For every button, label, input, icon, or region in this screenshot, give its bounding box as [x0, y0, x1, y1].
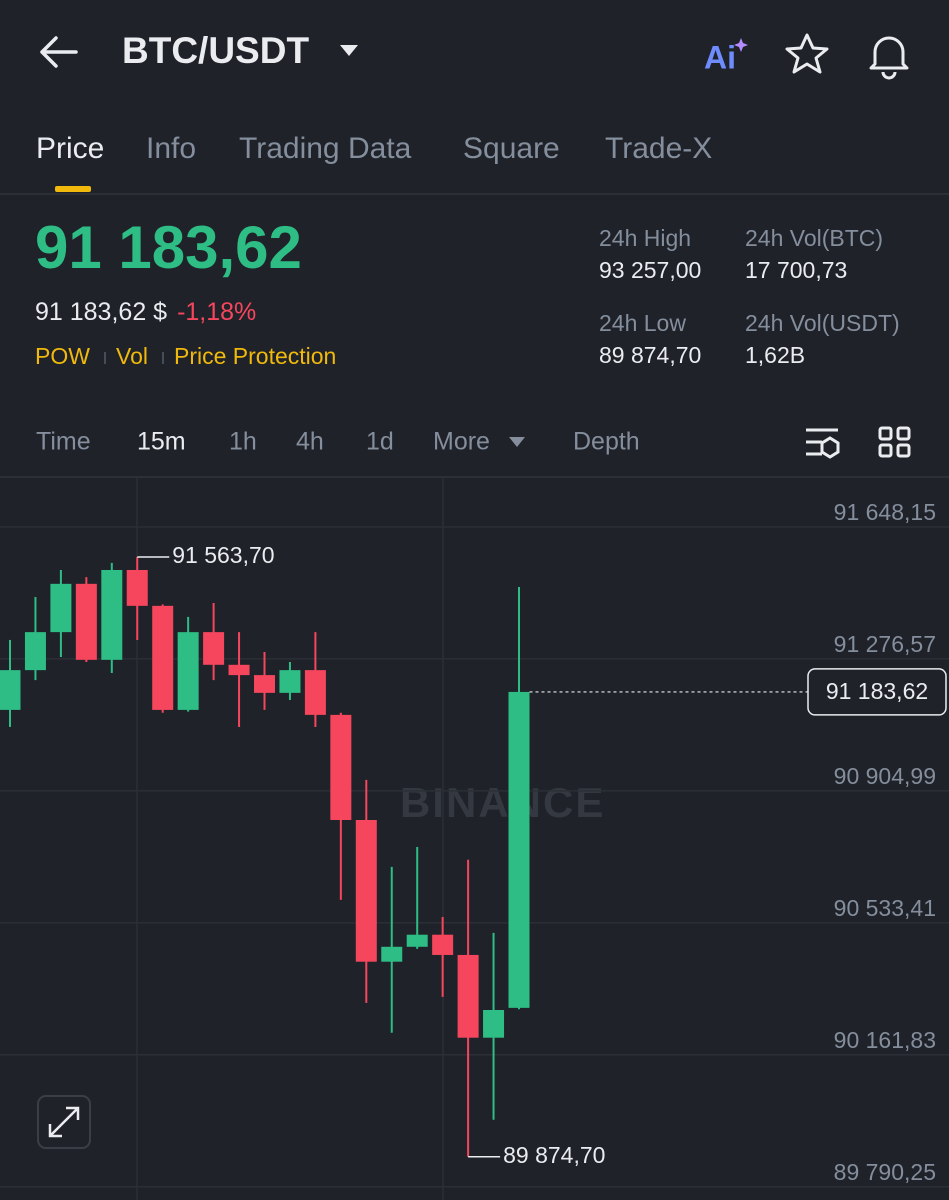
candle-body	[152, 605, 174, 710]
last-price: 91 183,62	[35, 214, 302, 281]
stat-value: 89 874,70	[599, 342, 701, 368]
fiat-price: 91 183,62 $ -1,18%	[35, 298, 256, 326]
pair-dropdown[interactable]	[340, 45, 358, 56]
tag-separator	[104, 352, 106, 364]
settings-hex	[820, 436, 840, 459]
candle-body	[508, 691, 530, 1008]
watermark: BINANCE	[400, 779, 605, 826]
fullscreen-icon	[48, 1106, 80, 1138]
tab[interactable]: Trading Data	[239, 132, 412, 165]
candle-body	[0, 670, 21, 710]
y-tick-label: 90 533,41	[834, 895, 936, 921]
back-arrow	[40, 36, 78, 68]
change: -1,18%	[177, 298, 256, 326]
ai-button[interactable]: Ai	[704, 39, 736, 75]
interval[interactable]: 1h	[229, 428, 257, 456]
active-tab-indicator	[55, 186, 91, 192]
stat-label: 24h Low	[599, 310, 686, 336]
grid-cell	[896, 426, 911, 441]
pair-title[interactable]: BTC/USDT	[122, 30, 309, 71]
candle-body	[432, 934, 454, 955]
stat-label: 24h Vol(BTC)	[745, 225, 883, 251]
interval[interactable]: 15m	[137, 428, 186, 456]
candle-body	[75, 583, 97, 660]
fullscreen-button[interactable]	[37, 1095, 91, 1149]
tab[interactable]: Trade-X	[605, 132, 712, 165]
more-dropdown[interactable]	[509, 437, 525, 447]
grid-cell	[878, 443, 893, 458]
back-button[interactable]	[40, 36, 78, 68]
tag[interactable]: POW	[35, 343, 90, 369]
candle-body	[483, 1010, 505, 1038]
stat-value: 1,62B	[745, 342, 805, 368]
interval[interactable]: More	[433, 428, 490, 456]
interval[interactable]: Time	[36, 428, 91, 456]
tab[interactable]: Info	[146, 132, 196, 165]
interval[interactable]: 4h	[296, 428, 324, 456]
grid-cell	[896, 443, 911, 458]
favorite-button[interactable]	[785, 33, 829, 74]
candle-body	[24, 632, 46, 671]
y-tick-label: 89 790,25	[834, 1159, 936, 1185]
y-tick-label: 90 904,99	[834, 763, 936, 789]
candle-body	[50, 583, 72, 633]
candle-body	[177, 632, 199, 710]
last-price-label: 91 183,62	[826, 678, 928, 704]
candle-body	[406, 934, 428, 947]
high-marker-label: 91 563,70	[172, 542, 274, 568]
grid-cell	[878, 426, 893, 441]
low-marker-label: 89 874,70	[503, 1142, 605, 1168]
fiat-value: 91 183,62 $	[35, 298, 167, 326]
last-price-box	[807, 668, 947, 716]
candle-body	[330, 714, 352, 820]
y-tick-label: 90 161,83	[834, 1027, 936, 1053]
interval[interactable]: 1d	[366, 428, 394, 456]
tag-separator	[162, 352, 164, 364]
y-tick-label: 91 648,15	[834, 499, 936, 525]
candle-body	[228, 664, 250, 676]
candle-body	[254, 675, 275, 693]
stat-value: 93 257,00	[599, 257, 701, 283]
indicator-settings[interactable]	[806, 428, 840, 459]
ai-sparkle	[734, 38, 748, 52]
layout-button[interactable]	[878, 426, 911, 458]
candle-body	[126, 569, 148, 606]
stat-value: 17 700,73	[745, 257, 847, 283]
y-tick-label: 91 276,57	[834, 631, 936, 657]
candle-body	[279, 670, 301, 693]
stat-label: 24h High	[599, 225, 691, 251]
candle-body	[381, 946, 403, 962]
stat-label: 24h Vol(USDT)	[745, 310, 900, 336]
candle-body	[457, 954, 479, 1038]
candle-body	[355, 820, 377, 962]
interval[interactable]: Depth	[573, 428, 640, 456]
tab[interactable]: Price	[36, 132, 104, 165]
candle-body	[304, 670, 326, 715]
tab[interactable]: Square	[463, 132, 560, 165]
tag[interactable]: Price Protection	[174, 343, 336, 369]
candle-body	[203, 632, 225, 665]
candle-body	[101, 569, 123, 660]
tag[interactable]: Vol	[116, 343, 148, 369]
alert-button[interactable]	[869, 36, 909, 80]
